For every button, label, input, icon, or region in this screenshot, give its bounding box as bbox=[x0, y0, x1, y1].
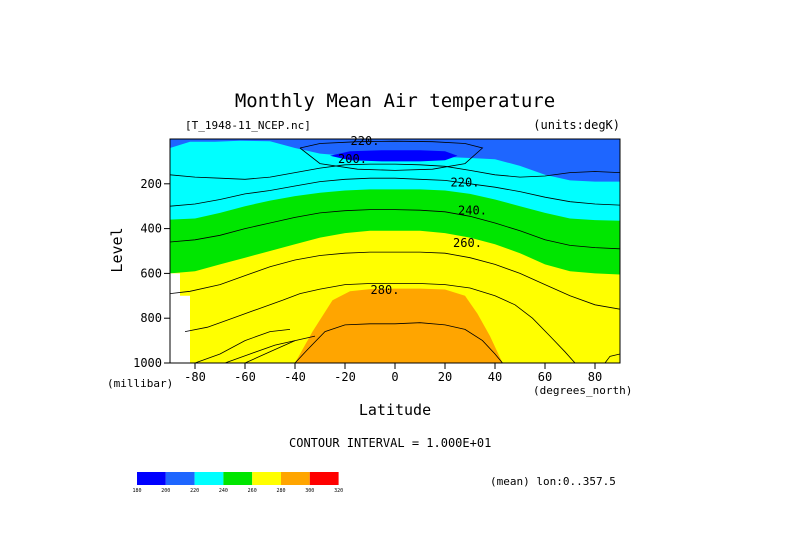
y-tick-label: 1000 bbox=[133, 356, 162, 370]
x-tick-label: 20 bbox=[438, 370, 452, 384]
colorbar-swatch bbox=[223, 472, 253, 485]
x-tick-label: -60 bbox=[234, 370, 256, 384]
chart-title: Monthly Mean Air temperature bbox=[235, 90, 555, 112]
contour-line bbox=[170, 163, 620, 180]
contour-line-layer bbox=[170, 140, 620, 363]
contour-label-layer: 220. 200. 220. 240. 260. 280. bbox=[338, 134, 487, 297]
contour-label: 280. bbox=[371, 283, 400, 297]
contour-line bbox=[170, 209, 620, 250]
colorbar-swatch bbox=[194, 472, 224, 485]
contour-line bbox=[224, 340, 296, 363]
plot-area: 220. 200. 220. 240. 260. 280. bbox=[169, 134, 621, 364]
colorbar-label: 280 bbox=[276, 488, 285, 494]
y-unit-label: (millibar) bbox=[107, 377, 173, 390]
contour-label: 220. bbox=[351, 134, 380, 148]
x-tick-label: 60 bbox=[538, 370, 552, 384]
colorbar-swatch bbox=[309, 472, 339, 485]
contour-line bbox=[170, 251, 620, 310]
x-tick-label: 40 bbox=[488, 370, 502, 384]
colorbar-swatch bbox=[252, 472, 281, 485]
contour-label: 260. bbox=[453, 236, 482, 250]
contour-band bbox=[330, 150, 458, 162]
mean-note: (mean) lon:0..357.5 bbox=[490, 475, 616, 488]
colorbar: 180 200 220 240 260 280 300 320 bbox=[132, 472, 343, 494]
colorbar-label: 240 bbox=[219, 488, 228, 494]
contour-line bbox=[194, 329, 291, 363]
x-tick-label: -40 bbox=[284, 370, 306, 384]
x-axis-label: Latitude bbox=[359, 401, 431, 419]
contour-label: 200. bbox=[338, 152, 367, 166]
contour-line bbox=[294, 322, 503, 363]
contour-line bbox=[299, 140, 484, 171]
x-tick-label: -20 bbox=[334, 370, 356, 384]
colorbar-label: 260 bbox=[248, 488, 257, 494]
y-tick-label: 400 bbox=[140, 222, 162, 236]
contour-label: 220. bbox=[451, 176, 480, 190]
x-tick-label: -80 bbox=[184, 370, 206, 384]
x-axis: -80 -60 -40 -20 0 20 40 60 80 bbox=[184, 363, 602, 384]
contour-interval-note: CONTOUR INTERVAL = 1.000E+01 bbox=[289, 436, 491, 450]
y-axis: 200 400 600 800 1000 bbox=[133, 177, 170, 370]
y-tick-label: 200 bbox=[140, 177, 162, 191]
contour-band bbox=[295, 288, 503, 363]
colorbar-swatch bbox=[281, 472, 310, 485]
source-label: [T_1948-11_NCEP.nc] bbox=[185, 119, 311, 132]
colorbar-swatch bbox=[165, 472, 195, 485]
contour-label: 240. bbox=[458, 204, 487, 218]
contour-fill-layer bbox=[170, 139, 620, 363]
colorbar-swatch bbox=[137, 472, 166, 485]
contour-line bbox=[170, 177, 620, 207]
y-axis-label: Level bbox=[108, 227, 126, 272]
x-tick-label: 80 bbox=[588, 370, 602, 384]
colorbar-label: 320 bbox=[334, 488, 343, 494]
contour-line bbox=[244, 335, 316, 363]
contour-band bbox=[170, 273, 190, 363]
y-tick-label: 600 bbox=[140, 266, 162, 280]
y-tick-label: 800 bbox=[140, 311, 162, 325]
colorbar-label: 200 bbox=[161, 488, 170, 494]
contour-line bbox=[604, 353, 620, 363]
x-tick-label: 0 bbox=[391, 370, 398, 384]
colorbar-label: 220 bbox=[190, 488, 199, 494]
x-unit-label: (degrees_north) bbox=[533, 384, 632, 397]
contour-line bbox=[184, 283, 576, 363]
colorbar-label: 300 bbox=[305, 488, 314, 494]
units-label: (units:degK) bbox=[533, 118, 620, 132]
colorbar-label: 180 bbox=[132, 488, 141, 494]
